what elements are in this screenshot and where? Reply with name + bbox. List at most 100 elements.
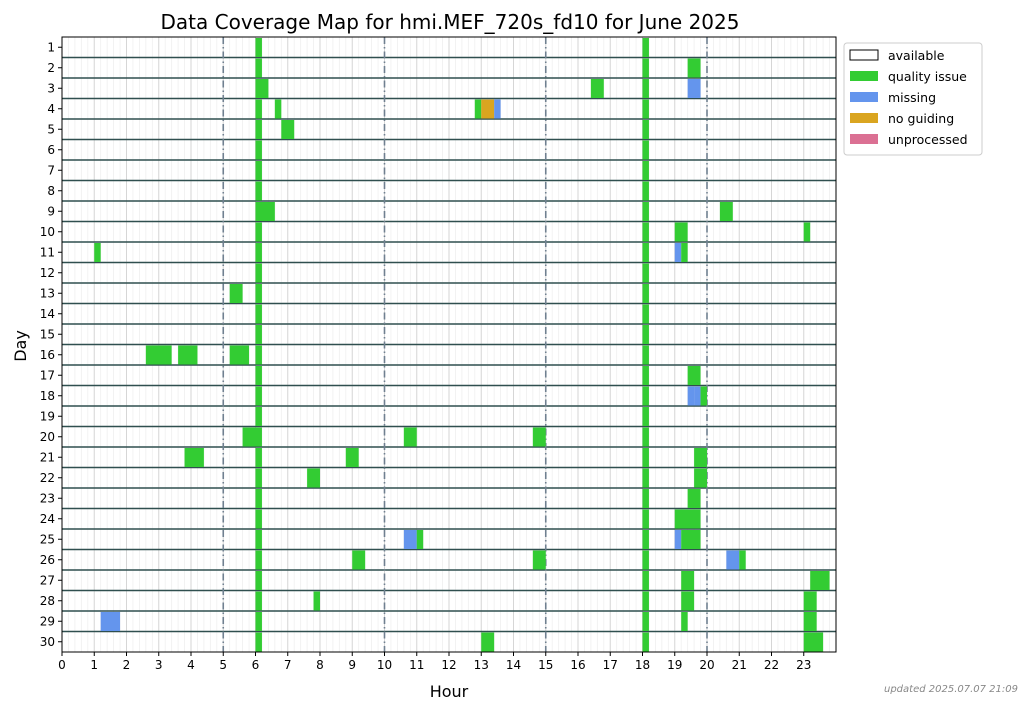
legend-label-quality: quality issue [888,69,967,84]
segment-quality [642,468,649,488]
segment-quality [255,140,262,160]
x-tick-label: 14 [506,658,521,672]
segment-missing [100,612,121,631]
y-tick-label: 29 [40,614,55,628]
segment-quality [681,612,688,631]
segment-quality [642,427,649,447]
y-tick-label: 16 [40,348,55,362]
segment-quality [481,632,495,652]
segment-quality [810,571,830,590]
segment-quality [532,427,546,447]
segment-quality [642,161,649,180]
x-tick-label: 19 [667,658,682,672]
segment-quality [313,591,320,611]
segment-quality [642,571,649,590]
segment-quality [255,571,262,590]
legend-swatch-noguiding [850,113,878,123]
segment-missing [674,530,682,549]
segment-quality [307,468,320,488]
segment-quality [642,386,649,406]
segment-quality [642,550,649,570]
segment-quality [255,99,262,119]
x-tick-label: 16 [570,658,585,672]
segment-quality [352,550,366,570]
y-tick-label: 26 [40,553,55,567]
x-tick-label: 21 [732,658,747,672]
segment-quality [687,58,701,78]
segment-quality [255,550,262,570]
segment-quality [739,550,746,570]
y-tick-label: 12 [40,266,55,280]
y-tick-label: 15 [40,327,55,341]
segment-quality [255,243,262,262]
segment-quality [681,530,701,549]
segment-quality [642,99,649,119]
legend-swatch-unprocessed [850,134,878,144]
legend-swatch-quality [850,71,878,81]
segment-quality [642,243,649,262]
segment-quality [642,509,649,529]
segment-quality [642,120,649,139]
segment-quality [642,591,649,611]
segment-quality [642,345,649,365]
segment-missing [694,386,701,406]
y-tick-label: 9 [47,204,55,218]
x-tick-label: 4 [187,658,195,672]
legend-swatch-available [849,49,879,61]
y-tick-label: 4 [47,102,55,116]
segment-quality [281,120,295,139]
segment-missing [687,79,701,98]
y-tick-label: 25 [40,532,55,546]
segment-quality [681,591,695,611]
y-tick-label: 1 [47,40,55,54]
x-axis-label: Hour [430,682,469,701]
segment-quality [229,284,243,303]
segment-quality [242,427,262,447]
segment-quality [681,571,695,590]
segment-quality [642,612,649,631]
y-tick-label: 17 [40,368,55,382]
segment-quality [255,530,262,549]
legend: available quality issue missing no guiding u… [843,42,983,156]
x-tick-label: 11 [409,658,424,672]
segment-quality [255,284,262,303]
segment-quality [255,345,262,365]
segment-quality [687,366,701,385]
y-axis-ticks: 1234567891011121314151617181920212223242… [40,40,62,649]
segment-quality [642,304,649,324]
reference-lines [222,37,708,652]
x-tick-label: 8 [316,658,324,672]
x-tick-label: 9 [348,658,356,672]
legend-swatch-missing [850,92,878,102]
y-tick-label: 19 [40,409,55,423]
segment-quality [642,489,649,508]
segment-missing [726,550,740,570]
x-tick-label: 10 [377,658,392,672]
legend-label-available: available [888,48,945,63]
segment-quality [681,243,688,262]
x-tick-label: 12 [441,658,456,672]
x-tick-label: 2 [123,658,131,672]
segment-quality [255,366,262,385]
segment-quality [674,222,688,242]
y-tick-label: 6 [47,143,55,157]
segment-quality [255,161,262,180]
segment-quality [145,345,172,365]
segment-quality [642,58,649,78]
updated-timestamp: updated 2025.07.07 21:09 [883,684,1018,695]
y-tick-label: 18 [40,389,55,403]
segment-quality [255,509,262,529]
segment-quality [184,448,204,467]
x-tick-label: 17 [603,658,618,672]
segment-quality [255,202,275,221]
segment-quality [255,468,262,488]
y-tick-label: 27 [40,573,55,587]
segment-quality [255,58,262,78]
x-tick-label: 3 [155,658,163,672]
y-tick-label: 3 [47,81,55,95]
segment-quality [719,202,733,221]
x-tick-label: 7 [284,658,292,672]
segment-quality [642,632,649,652]
segment-quality [416,530,424,549]
